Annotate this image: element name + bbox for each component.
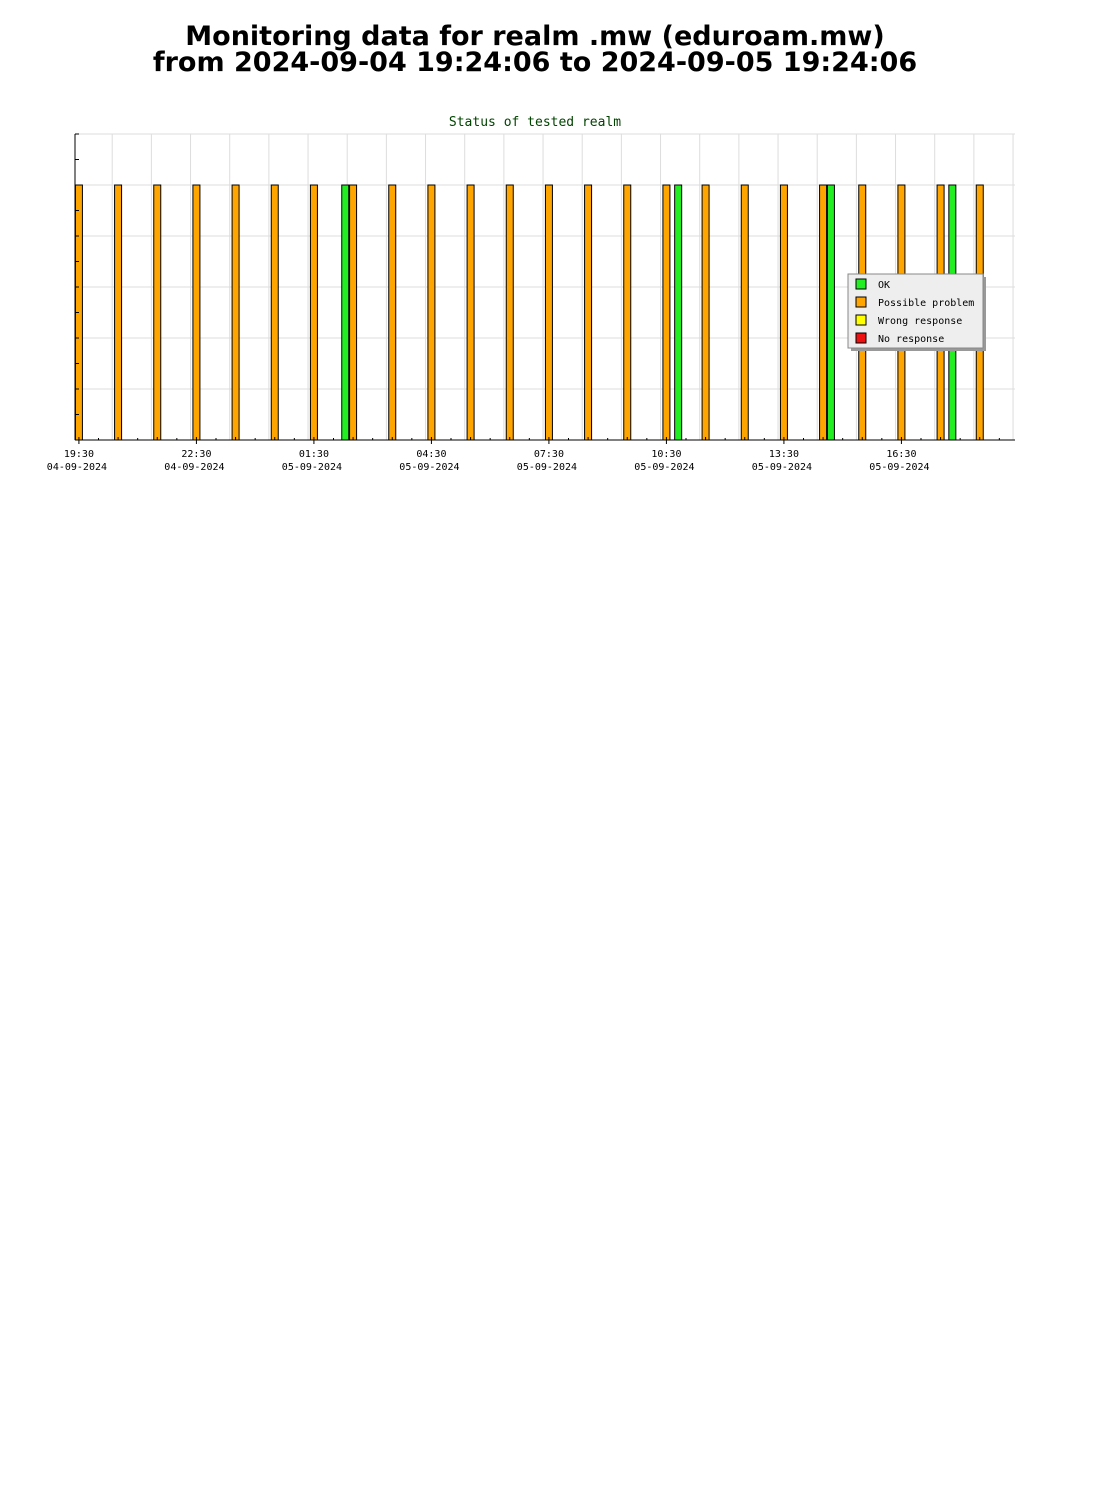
bar-possible-problem [114, 184, 123, 441]
bar-possible-problem [701, 184, 710, 441]
x-tick-label-date: 05-09-2024 [752, 462, 812, 473]
bar-possible-problem [779, 184, 788, 441]
x-tick-label-date: 05-09-2024 [282, 462, 342, 473]
x-tick-label-time: 13:30 [769, 449, 799, 460]
bar-possible-problem [662, 184, 671, 441]
x-tick-label-date: 05-09-2024 [517, 462, 577, 473]
legend-swatch [855, 278, 867, 290]
x-tick-label-time: 10:30 [651, 449, 681, 460]
bar-possible-problem [349, 184, 358, 441]
x-tick-label-date: 05-09-2024 [634, 462, 694, 473]
legend-swatch [855, 332, 867, 344]
legend-label: No response [878, 334, 944, 345]
x-tick-label-time: 01:30 [299, 449, 329, 460]
bar-possible-problem [544, 184, 553, 441]
bar-ok [341, 184, 350, 441]
bar-possible-problem [623, 184, 632, 441]
x-tick-label-date: 05-09-2024 [399, 462, 459, 473]
page-title: Monitoring data for realm .mw (eduroam.m… [0, 21, 1070, 78]
bar-possible-problem [505, 184, 514, 441]
axes: 19:30 04-09-2024 22:30 04-09-2024 01:30 05-09… [47, 133, 1015, 473]
x-tick-label-date: 05-09-2024 [869, 462, 929, 473]
bar-possible-problem [819, 184, 828, 441]
bar-possible-problem [192, 184, 201, 441]
page-title-line-1: Monitoring data for realm .mw (eduroam.m… [185, 21, 885, 52]
x-tick-label-time: 19:30 [64, 449, 94, 460]
chart-title: Status of tested realm [449, 115, 621, 130]
x-tick-label-date: 04-09-2024 [164, 462, 224, 473]
legend-swatch [855, 296, 867, 308]
bar-possible-problem [309, 184, 318, 441]
bar-possible-problem [270, 184, 279, 441]
legend-label: OK [878, 280, 890, 291]
legend-label: Wrong response [878, 316, 962, 327]
x-tick-label-time: 16:30 [886, 449, 916, 460]
x-tick-label-date: 04-09-2024 [47, 462, 107, 473]
legend-box [847, 273, 984, 349]
legend: OK Possible problem Wrong response No respo… [847, 273, 986, 351]
x-tick-label-time: 22:30 [181, 449, 211, 460]
bar-possible-problem [466, 184, 475, 441]
bar-possible-problem [427, 184, 436, 441]
x-tick-label-time: 04:30 [416, 449, 446, 460]
bar-ok [826, 184, 835, 441]
bar-ok [674, 184, 683, 441]
bar-possible-problem [231, 184, 240, 441]
x-tick-label-time: 07:30 [534, 449, 564, 460]
page-title-line-2: from 2024-09-04 19:24:06 to 2024-09-05 1… [152, 47, 918, 78]
bar-possible-problem [153, 184, 162, 441]
legend-swatch [855, 314, 867, 326]
status-chart: Status of tested realm 19:30 04-09-2024 22… [47, 115, 1015, 473]
bar-possible-problem [740, 184, 749, 441]
bar-possible-problem [388, 184, 397, 441]
legend-label: Possible problem [878, 298, 974, 309]
bar-possible-problem [584, 184, 593, 441]
